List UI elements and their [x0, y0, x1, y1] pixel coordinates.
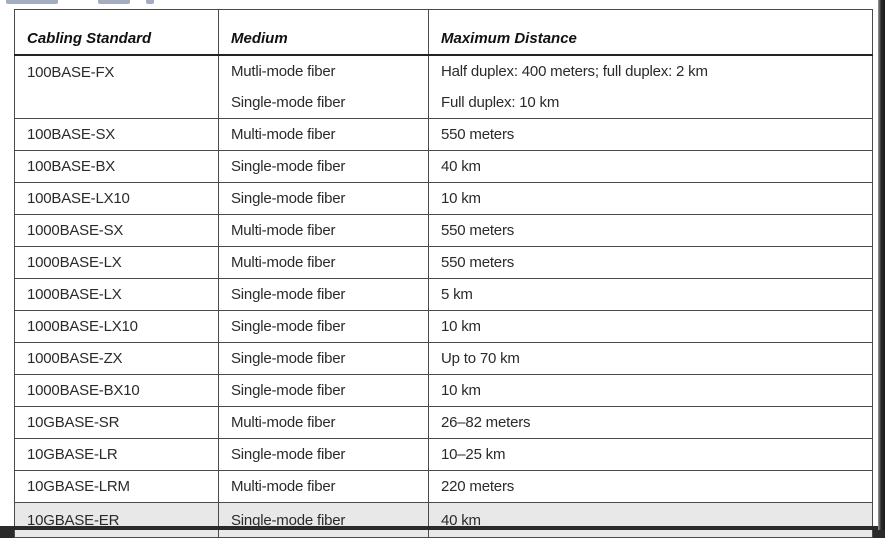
standard-cell: 100BASE-LX10 — [14, 182, 219, 215]
medium-cell: Multi-mode fiber — [218, 246, 429, 279]
header-cabling-standard: Cabling Standard — [14, 9, 219, 56]
table-row: 100BASE-BX Single-mode fiber 40 km — [14, 150, 873, 183]
medium-cell: Single-mode fiber — [218, 438, 429, 471]
table-header-row: Cabling Standard Medium Maximum Distance — [14, 9, 873, 56]
medium-cell: Single-mode fiber — [218, 87, 429, 119]
medium-cell: Multi-mode fiber — [218, 470, 429, 503]
caption-fragment — [98, 0, 130, 4]
medium-cell: Multi-mode fiber — [218, 406, 429, 439]
distance-cell: Full duplex: 10 km — [428, 87, 873, 119]
header-medium: Medium — [218, 9, 429, 56]
medium-cell: Single-mode fiber — [218, 502, 429, 538]
distance-cell: 5 km — [428, 278, 873, 311]
distance-cell: 10–25 km — [428, 438, 873, 471]
table-row: 100BASE-SX Multi-mode fiber 550 meters — [14, 118, 873, 151]
distance-cell: 550 meters — [428, 214, 873, 247]
table-row: 100BASE-LX10 Single-mode fiber 10 km — [14, 182, 873, 215]
table-body: 100BASE-FX Mutli-mode fiber Half duplex:… — [14, 54, 873, 538]
distance-cell: 40 km — [428, 502, 873, 538]
medium-cell: Multi-mode fiber — [218, 214, 429, 247]
distance-cell: 26–82 meters — [428, 406, 873, 439]
distance-cell: Up to 70 km — [428, 342, 873, 375]
medium-cell: Multi-mode fiber — [218, 118, 429, 151]
medium-cell: Single-mode fiber — [218, 182, 429, 215]
caption-fragment — [146, 0, 154, 4]
table-row: 1000BASE-ZX Single-mode fiber Up to 70 km — [14, 342, 873, 375]
bottom-edge — [0, 526, 878, 530]
table-row: 1000BASE-LX Single-mode fiber 5 km — [14, 278, 873, 311]
distance-cell: Half duplex: 400 meters; full duplex: 2 … — [428, 54, 873, 87]
distance-cell: 550 meters — [428, 118, 873, 151]
standard-cell: 10GBASE-SR — [14, 406, 219, 439]
caption-fragment — [6, 0, 58, 4]
standard-cell: 10GBASE-LR — [14, 438, 219, 471]
medium-cell: Single-mode fiber — [218, 310, 429, 343]
table-row: 1000BASE-LX10 Single-mode fiber 10 km — [14, 310, 873, 343]
distance-cell: 10 km — [428, 182, 873, 215]
standard-cell: 1000BASE-LX10 — [14, 310, 219, 343]
standard-cell: 100BASE-SX — [14, 118, 219, 151]
table-row: 1000BASE-BX10 Single-mode fiber 10 km — [14, 374, 873, 407]
standard-cell: 1000BASE-SX — [14, 214, 219, 247]
table-row: 10GBASE-LRM Multi-mode fiber 220 meters — [14, 470, 873, 503]
header-maximum-distance: Maximum Distance — [428, 9, 873, 56]
table-row: 10GBASE-LR Single-mode fiber 10–25 km — [14, 438, 873, 471]
distance-cell: 550 meters — [428, 246, 873, 279]
window-edge — [878, 0, 885, 530]
standard-cell: 1000BASE-ZX — [14, 342, 219, 375]
medium-cell: Mutli-mode fiber — [218, 54, 429, 87]
standard-cell: 1000BASE-LX — [14, 278, 219, 311]
cabling-standards-table: Cabling Standard Medium Maximum Distance… — [14, 9, 873, 538]
table-row: Single-mode fiber Full duplex: 10 km — [15, 87, 873, 119]
standard-cell: 1000BASE-BX10 — [14, 374, 219, 407]
standard-cell: 100BASE-BX — [14, 150, 219, 183]
table-row: 1000BASE-SX Multi-mode fiber 550 meters — [14, 214, 873, 247]
standard-cell: 1000BASE-LX — [14, 246, 219, 279]
standard-cell: 10GBASE-LRM — [14, 470, 219, 503]
standard-cell: 10GBASE-ER — [14, 502, 219, 538]
medium-cell: Single-mode fiber — [218, 342, 429, 375]
cropped-caption — [0, 0, 878, 7]
table-row: 10GBASE-SR Multi-mode fiber 26–82 meters — [14, 406, 873, 439]
medium-cell: Single-mode fiber — [218, 374, 429, 407]
table-row: 1000BASE-LX Multi-mode fiber 550 meters — [14, 246, 873, 279]
standard-cell: 100BASE-FX — [14, 54, 219, 119]
distance-cell: 10 km — [428, 310, 873, 343]
table-row: 10GBASE-ER Single-mode fiber 40 km — [14, 502, 873, 538]
medium-cell: Single-mode fiber — [218, 278, 429, 311]
distance-cell: 10 km — [428, 374, 873, 407]
distance-cell: 40 km — [428, 150, 873, 183]
medium-cell: Single-mode fiber — [218, 150, 429, 183]
distance-cell: 220 meters — [428, 470, 873, 503]
table-row: 100BASE-FX Mutli-mode fiber Half duplex:… — [14, 54, 873, 119]
